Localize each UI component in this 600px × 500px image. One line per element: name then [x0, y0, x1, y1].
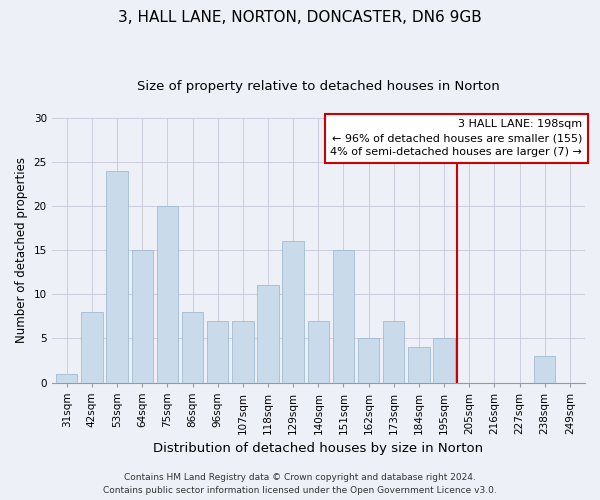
- Text: 3, HALL LANE, NORTON, DONCASTER, DN6 9GB: 3, HALL LANE, NORTON, DONCASTER, DN6 9GB: [118, 10, 482, 25]
- Title: Size of property relative to detached houses in Norton: Size of property relative to detached ho…: [137, 80, 500, 93]
- Y-axis label: Number of detached properties: Number of detached properties: [15, 157, 28, 343]
- Bar: [283, 242, 304, 382]
- Bar: [408, 347, 430, 382]
- Bar: [56, 374, 77, 382]
- Bar: [333, 250, 354, 382]
- Bar: [182, 312, 203, 382]
- Text: Contains HM Land Registry data © Crown copyright and database right 2024.
Contai: Contains HM Land Registry data © Crown c…: [103, 474, 497, 495]
- Bar: [131, 250, 153, 382]
- Bar: [257, 286, 279, 382]
- X-axis label: Distribution of detached houses by size in Norton: Distribution of detached houses by size …: [153, 442, 484, 455]
- Bar: [358, 338, 379, 382]
- Bar: [383, 320, 404, 382]
- Bar: [207, 320, 229, 382]
- Bar: [157, 206, 178, 382]
- Text: 3 HALL LANE: 198sqm
← 96% of detached houses are smaller (155)
4% of semi-detach: 3 HALL LANE: 198sqm ← 96% of detached ho…: [331, 119, 583, 157]
- Bar: [433, 338, 455, 382]
- Bar: [232, 320, 254, 382]
- Bar: [81, 312, 103, 382]
- Bar: [308, 320, 329, 382]
- Bar: [106, 170, 128, 382]
- Bar: [534, 356, 556, 382]
